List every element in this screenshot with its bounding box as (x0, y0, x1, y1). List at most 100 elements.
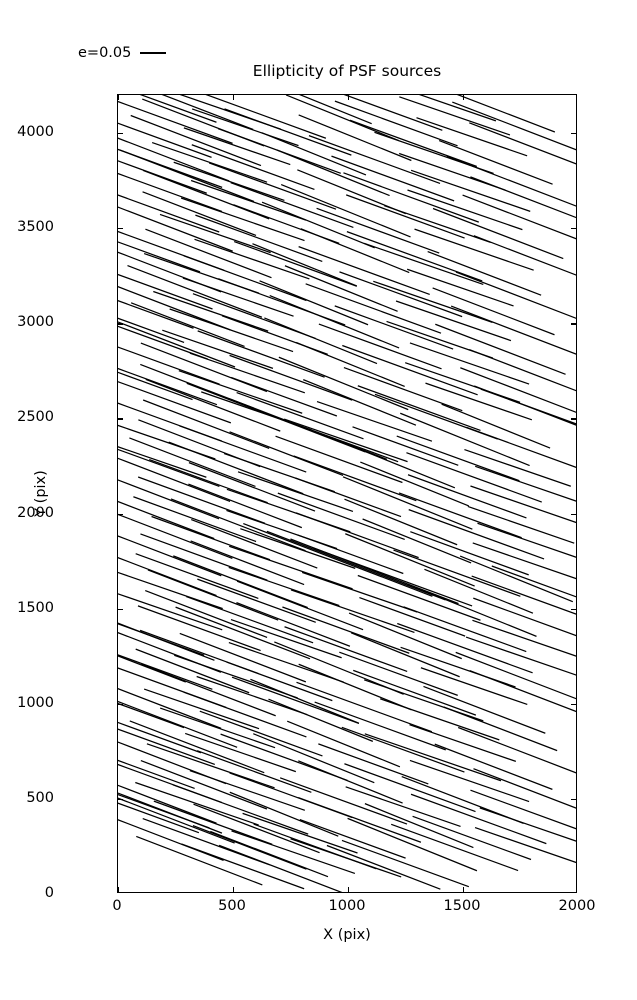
y-tick-mark (571, 323, 576, 325)
psf-whisker (334, 305, 454, 350)
psf-whisker (118, 346, 220, 385)
psf-whisker (135, 553, 259, 599)
psf-whisker (184, 732, 297, 773)
psf-whisker (183, 255, 307, 302)
psf-whisker (253, 823, 377, 870)
psf-whisker (118, 148, 223, 188)
y-tick-label: 4000 (17, 123, 54, 140)
psf-whisker (183, 691, 307, 738)
psf-whisker (145, 378, 281, 432)
psf-whisker (341, 726, 465, 773)
y-tick-mark (118, 228, 123, 230)
psf-whisker (118, 700, 238, 748)
psf-whisker (130, 302, 245, 348)
y-tick-label: 3500 (17, 218, 54, 235)
plot-axes (117, 94, 577, 893)
psf-whisker (236, 602, 351, 647)
psf-whisker (172, 784, 309, 835)
psf-whisker (342, 344, 478, 396)
psf-whisker (300, 228, 410, 274)
psf-whisker (118, 172, 223, 213)
psf-whisker (353, 669, 477, 716)
psf-whisker (118, 759, 195, 789)
psf-whisker (118, 122, 212, 158)
y-tick-mark (118, 798, 123, 801)
psf-whisker (441, 403, 551, 449)
psf-whisker (475, 465, 576, 502)
psf-whisker (277, 492, 405, 540)
y-tick-label: 3000 (17, 314, 54, 331)
psf-whisker (147, 569, 279, 621)
psf-whisker (343, 172, 479, 223)
psf-whisker (119, 149, 255, 203)
y-tick-label: 2500 (17, 409, 54, 426)
psf-whisker (169, 308, 294, 353)
psf-whisker (432, 287, 555, 336)
y-tick-mark (571, 608, 576, 610)
psf-whisker (118, 448, 220, 488)
psf-whisker (343, 95, 443, 131)
psf-whisker (170, 498, 306, 552)
psf-whisker (230, 182, 354, 229)
psf-whisker (149, 458, 268, 504)
psf-whisker (299, 95, 372, 125)
psf-whisker (349, 119, 478, 168)
y-tick-mark (118, 608, 123, 610)
psf-whisker (474, 827, 576, 864)
psf-whisker (298, 114, 412, 162)
psf-whisker (268, 698, 374, 742)
psf-whisker (118, 623, 205, 656)
psf-whisker (469, 348, 576, 392)
psf-whisker (410, 531, 529, 576)
y-tick-mark (571, 703, 576, 706)
psf-whisker (331, 155, 455, 202)
psf-whisker (183, 127, 291, 166)
psf-whisker (342, 476, 473, 530)
psf-whisker (182, 277, 294, 317)
psf-whisker (130, 114, 262, 167)
x-tick-mark (233, 95, 235, 100)
psf-whisker (118, 667, 227, 709)
psf-whisker (197, 330, 325, 378)
psf-whisker (470, 789, 576, 830)
psf-whisker (343, 366, 463, 412)
psf-whisker (192, 825, 307, 870)
psf-whisker (153, 290, 269, 332)
psf-whisker (406, 268, 514, 307)
psf-whisker (229, 354, 353, 401)
psf-whisker (118, 593, 223, 631)
psf-whisker (400, 412, 530, 467)
y-tick-mark (571, 418, 576, 420)
psf-whisker (472, 542, 576, 580)
psf-whisker (118, 784, 217, 824)
psf-whisker (229, 791, 339, 837)
psf-whisker (469, 122, 576, 165)
psf-whisker (178, 370, 303, 414)
psf-whisker (118, 797, 235, 844)
psf-whisker (298, 246, 430, 296)
psf-whisker (432, 207, 564, 260)
y-tick-mark (571, 133, 576, 135)
psf-whisker (450, 305, 576, 355)
psf-whisker (118, 321, 236, 368)
psf-whisker (395, 300, 512, 342)
page-title: Ellipticity of PSF sources (252, 62, 442, 80)
psf-whisker (286, 720, 401, 768)
psf-whisker (118, 402, 223, 442)
x-tick-mark (118, 887, 120, 892)
psf-whisker (151, 141, 268, 183)
psf-whisker (118, 137, 230, 182)
psf-whisker (434, 743, 553, 790)
psf-whisker (284, 626, 408, 673)
psf-whisker (118, 688, 222, 729)
psf-whisker (472, 619, 576, 657)
psf-whisker (118, 194, 220, 233)
psf-whisker (159, 213, 271, 254)
psf-whisker (188, 462, 316, 512)
psf-whisker (308, 135, 441, 185)
psf-whisker (236, 580, 364, 631)
psf-whisker (384, 205, 491, 243)
psf-whisker (477, 522, 576, 558)
psf-whisker (229, 431, 344, 477)
psf-whisker (118, 721, 202, 754)
